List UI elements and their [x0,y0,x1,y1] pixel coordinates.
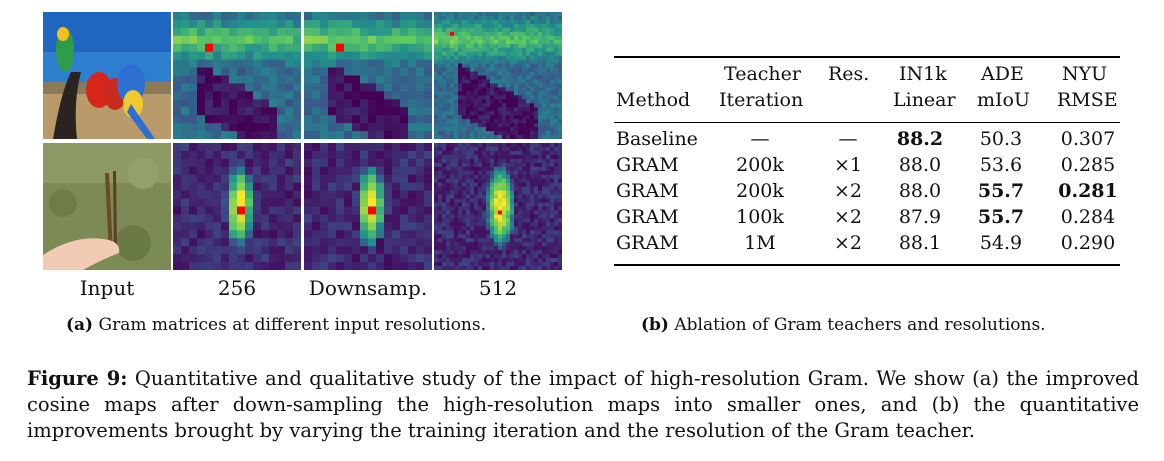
col-label-512: 512 [478,276,518,300]
gram-map-downsamp-row1 [304,12,432,139]
table-cell-iter: — [750,128,770,150]
gram-map-downsamp-row2 [304,143,432,270]
caption-a-text: Gram matrices at different input resolut… [98,315,487,335]
query-point-marker [368,206,376,215]
table-cell-iter: 100k [736,206,784,228]
table-top-rule [614,56,1120,58]
header-nyu-1: NYU [1062,63,1108,85]
table-cell-in1k: 88.2 [896,128,944,150]
table-cell-method: GRAM [616,180,679,202]
figure-caption-text: Quantitative and qualitative study of th… [27,367,1139,442]
table-cell-ade: 55.7 [977,206,1025,228]
table-cell-nyu: 0.284 [1060,206,1116,228]
table-cell-ade: 55.7 [977,180,1025,202]
gram-map-512-row2 [434,143,562,270]
query-point-marker [336,43,344,52]
gram-image-grid [43,12,563,270]
table-cell-res: — [838,128,858,150]
table-cell-in1k: 88.0 [898,180,942,202]
table-cell-in1k: 88.0 [898,154,942,176]
heatmap [173,12,301,139]
gram-map-256-row2 [173,143,301,270]
header-in1k-2: Linear [893,89,956,111]
table-cell-nyu: 0.285 [1060,154,1116,176]
header-teacher-2: Iteration [719,89,804,111]
col-label-downsamp: Downsamp. [308,276,428,300]
caption-b: (b) Ablation of Gram teachers and resolu… [641,315,1046,335]
table-cell-in1k: 87.9 [898,206,942,228]
table-cell-iter: 200k [736,154,784,176]
caption-a-label: (a) [66,315,94,335]
table-cell-ade: 50.3 [979,128,1023,150]
caption-a: (a) Gram matrices at different input res… [66,315,486,335]
table-cell-nyu: 0.290 [1060,232,1116,254]
table-cell-nyu: 0.307 [1060,128,1116,150]
table-cell-method: GRAM [616,154,679,176]
caption-b-label: (b) [641,315,669,335]
table-cell-iter: 1M [744,232,776,254]
figure-caption: Figure 9: Quantitative and qualitative s… [27,366,1139,444]
gram-map-512-row1 [434,12,562,139]
col-label-input: Input [79,276,135,300]
table-cell-res: ×2 [833,232,862,254]
table-cell-in1k: 88.1 [898,232,942,254]
table-cell-iter: 200k [736,180,784,202]
gram-map-256-row1 [173,12,301,139]
query-point-marker [205,43,213,52]
col-label-256: 256 [217,276,257,300]
caption-b-text: Ablation of Gram teachers and resolution… [674,315,1046,335]
header-res: Res. [828,63,870,85]
header-in1k-1: IN1k [899,63,947,85]
table-cell-method: Baseline [616,128,698,150]
query-point-marker [237,206,245,215]
input-image-grass-hand [43,143,171,270]
header-ade-2: mIoU [977,89,1030,111]
table-cell-res: ×2 [833,206,862,228]
header-method: Method [616,89,691,111]
table-cell-res: ×2 [833,180,862,202]
query-point-marker [450,31,454,36]
table-cell-ade: 53.6 [979,154,1023,176]
header-ade-1: ADE [981,63,1024,85]
table-cell-nyu: 0.281 [1058,180,1118,202]
figure-label: Figure 9: [27,367,128,390]
table-cell-res: ×1 [833,154,862,176]
query-point-marker [498,210,502,215]
header-nyu-2: RMSE [1057,89,1118,111]
table-header-rule [614,122,1120,123]
table-cell-method: GRAM [616,206,679,228]
table-cell-ade: 54.9 [979,232,1023,254]
header-teacher-1: Teacher [724,63,801,85]
table-cell-method: GRAM [616,232,679,254]
input-image-parrots [43,12,171,139]
table-bottom-rule [614,264,1120,266]
